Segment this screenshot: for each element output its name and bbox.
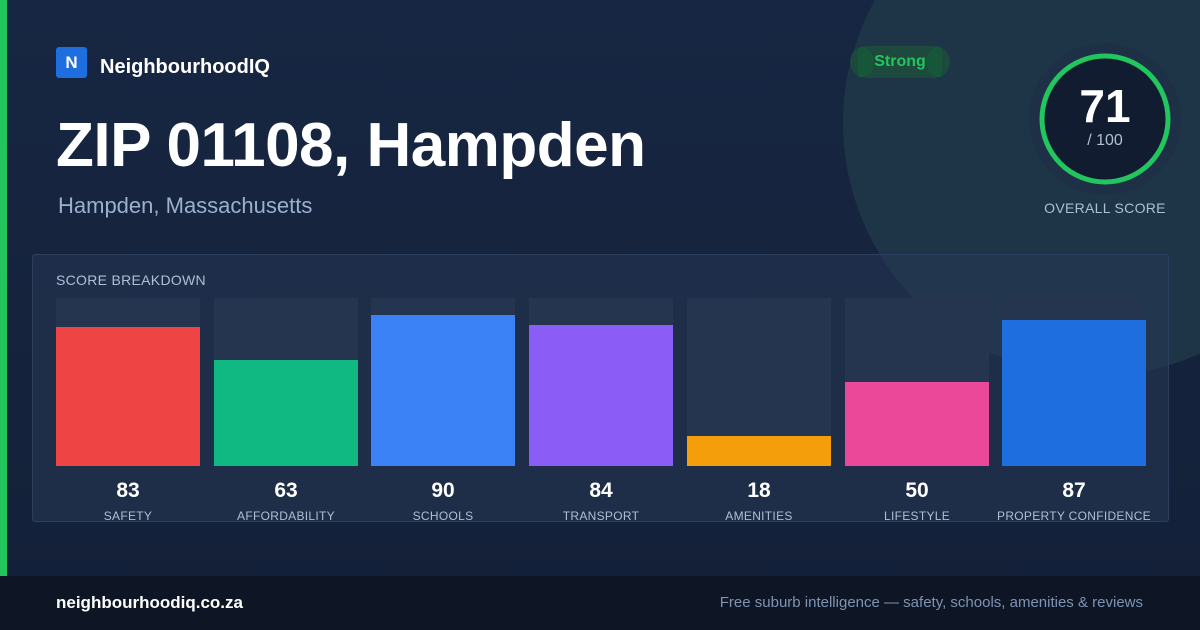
- category-score-value: 87: [1062, 479, 1086, 502]
- footer-tagline: Free suburb intelligence — safety, schoo…: [719, 594, 1143, 611]
- category-property-confidence: 87 PROPERTY CONFIDENCE: [997, 298, 1151, 523]
- category-label: PROPERTY CONFIDENCE: [997, 509, 1151, 523]
- overall-score-caption: OVERALL SCORE: [1044, 200, 1166, 216]
- category-bar-track: [371, 298, 515, 466]
- category-score-value: 50: [905, 479, 929, 502]
- category-score-value: 84: [589, 479, 613, 502]
- page-title: ZIP 01108, Hampden: [56, 111, 646, 180]
- footer-url: neighbourhoodiq.co.za: [56, 593, 243, 612]
- category-affordability: 63 AFFORDABILITY: [214, 298, 358, 523]
- category-label: LIFESTYLE: [883, 509, 951, 523]
- category-bar-track: [56, 298, 200, 466]
- category-bar-track: [687, 298, 831, 466]
- rating-badge-label: Strong: [874, 53, 926, 70]
- category-score-value: 18: [747, 479, 771, 502]
- category-score-value: 90: [431, 479, 455, 502]
- footer: [0, 576, 1200, 630]
- brand-name: NeighbourhoodIQ: [100, 56, 270, 78]
- category-bar-track: [1002, 298, 1146, 466]
- overall-score-max: / 100: [1087, 132, 1123, 149]
- category-bar-fill: [371, 315, 515, 466]
- category-label: SCHOOLS: [412, 509, 474, 523]
- category-score-value: 63: [274, 479, 298, 502]
- rating-badge: Strong: [850, 46, 950, 78]
- category-label: AMENITIES: [725, 509, 793, 523]
- score-breakdown-title: SCORE BREAKDOWN: [56, 272, 206, 288]
- category-label: TRANSPORT: [562, 509, 640, 523]
- category-lifestyle: 50 LIFESTYLE: [845, 298, 989, 523]
- category-bar-track: [214, 298, 358, 466]
- score-ring-track: [1039, 53, 1171, 185]
- brand-logo-icon: N: [56, 47, 87, 78]
- category-bar-fill: [845, 382, 989, 466]
- category-score-value: 83: [116, 479, 140, 502]
- overall-score-value: 71: [1079, 80, 1131, 132]
- category-safety: 83 SAFETY: [56, 298, 200, 523]
- brand: N NeighbourhoodIQ: [56, 46, 270, 79]
- category-bar-track: [845, 298, 989, 466]
- category-schools: 90 SCHOOLS: [371, 298, 515, 523]
- category-bar-fill: [529, 325, 673, 466]
- overall-score-ring: [1029, 43, 1181, 195]
- category-label: AFFORDABILITY: [237, 509, 335, 523]
- category-bar-fill: [1002, 320, 1146, 466]
- category-bar-fill: [56, 327, 200, 466]
- category-bar-fill: [214, 360, 358, 466]
- category-amenities: 18 AMENITIES: [687, 298, 831, 523]
- category-bar-fill: [687, 436, 831, 466]
- category-bar-track: [529, 298, 673, 466]
- category-transport: 84 TRANSPORT: [529, 298, 673, 523]
- category-label: SAFETY: [103, 509, 153, 523]
- page-subtitle: Hampden, Massachusetts: [58, 193, 313, 218]
- accent-bar: [0, 0, 7, 576]
